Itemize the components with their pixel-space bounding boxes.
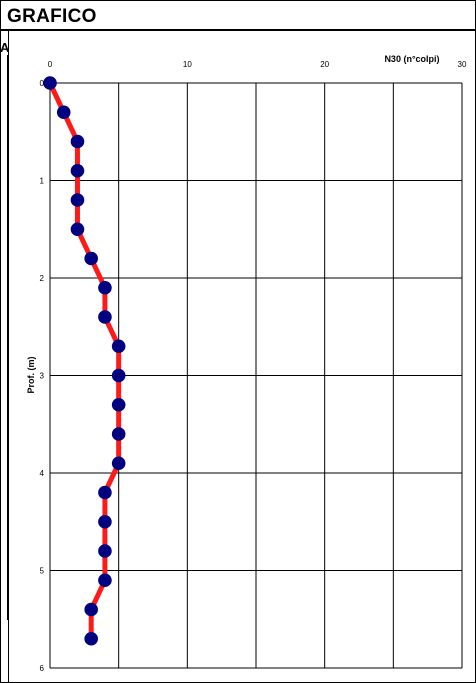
data-point xyxy=(84,602,98,617)
y-tick-label: 5 xyxy=(40,567,45,576)
x-tick-label: 30 xyxy=(458,60,467,69)
y-tick-label: 2 xyxy=(40,274,45,283)
data-point xyxy=(70,193,85,207)
data-point xyxy=(70,134,85,149)
data-point xyxy=(98,280,112,295)
data-point xyxy=(111,368,126,383)
chart-frame xyxy=(8,31,476,682)
x-axis-title: N30 (n°colpi) xyxy=(384,54,439,64)
title-divider xyxy=(0,29,476,31)
y-tick-label: 0 xyxy=(40,79,45,88)
x-tick-label: 0 xyxy=(48,60,53,69)
data-point xyxy=(70,222,85,237)
left-tab-label: A xyxy=(0,40,10,55)
y-tick-label: 3 xyxy=(40,372,45,381)
y-tick-label: 1 xyxy=(40,177,45,186)
data-point xyxy=(98,485,112,500)
y-tick-label: 6 xyxy=(40,664,45,673)
data-point xyxy=(98,514,112,529)
grid xyxy=(49,82,463,669)
x-tick-label: 20 xyxy=(320,60,329,69)
data-point xyxy=(98,310,112,324)
data-point xyxy=(84,251,98,266)
data-point xyxy=(111,427,126,441)
x-tick-label: 10 xyxy=(183,60,192,69)
data-point xyxy=(111,456,126,471)
data-point xyxy=(84,631,98,646)
data-point xyxy=(43,76,57,90)
data-points xyxy=(43,76,126,646)
page-title: GRAFICO xyxy=(7,6,97,27)
data-point xyxy=(56,105,71,120)
data-point xyxy=(98,573,112,588)
data-point xyxy=(111,339,126,354)
data-point xyxy=(70,163,85,178)
y-tick-label: 4 xyxy=(40,469,45,478)
left-side-rule xyxy=(1,55,8,620)
tick-labels: 0 10 20 30 0 1 2 3 4 5 6 xyxy=(40,60,467,673)
y-axis-title: Prof. (m) xyxy=(26,356,36,393)
data-point xyxy=(98,544,112,558)
data-point xyxy=(111,397,126,412)
